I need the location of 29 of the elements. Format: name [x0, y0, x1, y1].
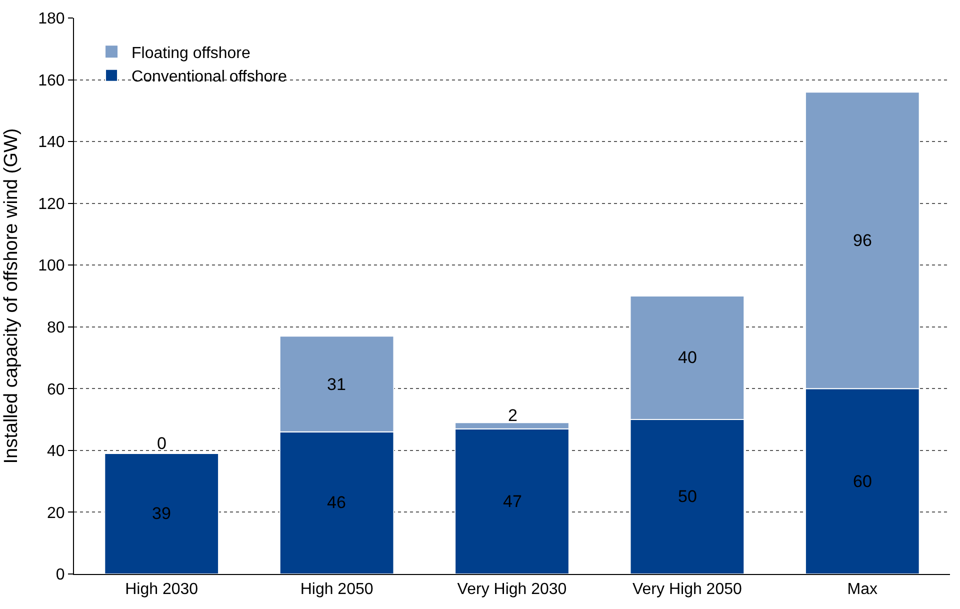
data-label: 96 [853, 231, 872, 250]
y-tick-label: 60 [47, 381, 65, 398]
data-label: 2 [508, 406, 518, 425]
legend-label: Conventional offshore [132, 68, 287, 86]
data-label: 40 [678, 348, 697, 367]
x-tick-label: High 2030 [125, 581, 198, 598]
x-tick-label: Very High 2050 [632, 581, 742, 598]
legend-label: Floating offshore [132, 44, 251, 62]
data-label: 47 [503, 492, 522, 511]
data-label: 39 [152, 504, 171, 523]
data-label: 31 [327, 375, 346, 394]
y-axis-title: Installed capacity of offshore wind (GW) [0, 128, 22, 464]
data-label: 50 [678, 487, 697, 506]
x-tick-label: High 2050 [300, 581, 374, 598]
y-tick-label: 0 [56, 566, 65, 584]
data-label: 0 [157, 434, 166, 453]
y-tick-label: 180 [38, 10, 65, 28]
y-tick-label: 80 [47, 319, 65, 336]
data-label: 46 [327, 493, 346, 512]
data-label: 60 [853, 472, 872, 491]
y-tick-label: 140 [38, 134, 65, 152]
y-tick-label: 160 [38, 72, 65, 90]
y-tick-label: 120 [38, 196, 65, 213]
y-tick-label: 100 [38, 258, 65, 275]
bar [104, 453, 220, 574]
x-tick-label: Very High 2030 [457, 581, 567, 598]
y-tick-label: 40 [47, 443, 65, 460]
y-tick-label: 20 [47, 504, 65, 522]
x-tick-label: Max [847, 581, 878, 598]
